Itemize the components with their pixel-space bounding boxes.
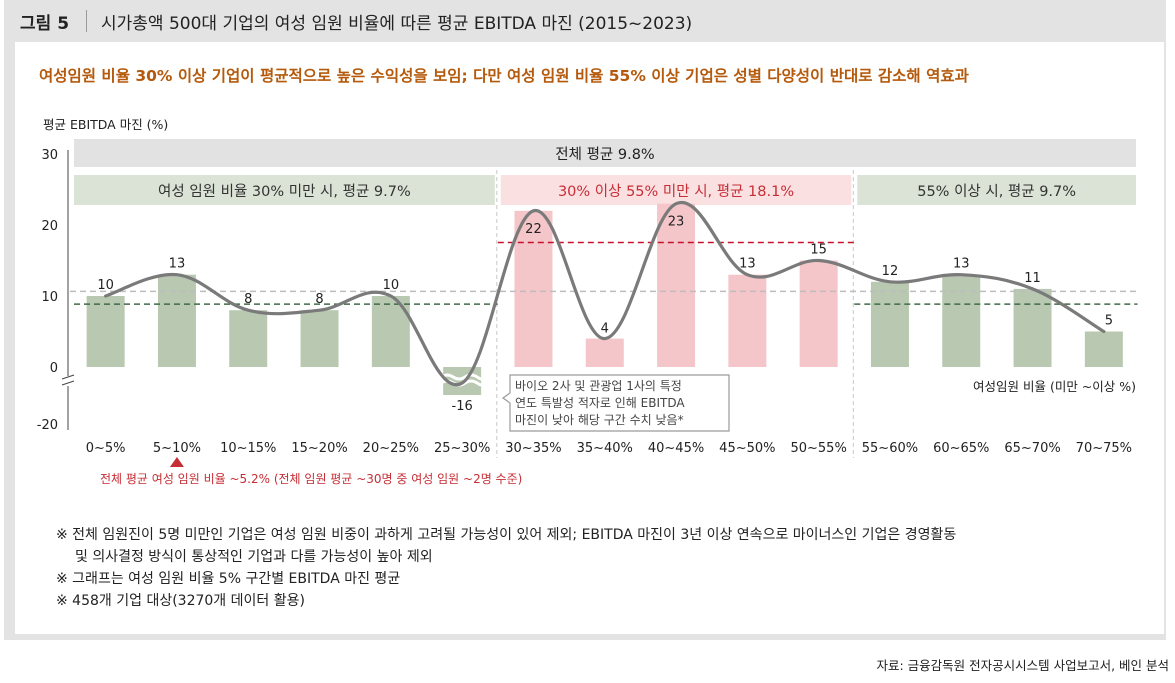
figure-label: 그림 5: [20, 13, 70, 34]
value-label: 8: [315, 292, 323, 307]
average-ratio-note: 전체 평균 여성 임원 비율 ~5.2% (전체 임원 평균 ~30명 중 여성…: [100, 472, 522, 486]
overall-average-band: [74, 139, 1136, 167]
x-tick-label: 60~65%: [933, 441, 989, 456]
x-tick-label: 0~5%: [86, 441, 126, 456]
group-label-2: 55% 이상 시, 평균 9.7%: [917, 183, 1076, 200]
bar: [799, 260, 838, 367]
annotation-text-line: 바이오 2사 및 관광업 1사의 특정: [515, 379, 682, 393]
bar: [300, 310, 339, 367]
note-2: ※ 그래프는 여성 임원 비율 5% 구간별 EBITDA 마진 평균: [56, 571, 401, 587]
value-label: 13: [739, 257, 756, 272]
figure-header: 그림 5 시가총액 500대 기업의 여성 임원 비율에 따른 평균 EBITD…: [4, 0, 1166, 42]
value-label: 13: [953, 257, 970, 272]
value-label: 23: [668, 215, 685, 230]
bar: [942, 274, 981, 367]
x-tick-label: 35~40%: [577, 441, 633, 456]
value-label: 10: [383, 278, 400, 293]
note-1: ※ 전체 임원진이 5명 미만인 기업은 여성 임원 비중이 과하게 고려될 가…: [56, 527, 957, 543]
x-tick-label: 55~60%: [862, 441, 918, 456]
y-tick-label: 20: [41, 219, 58, 234]
value-label: 8: [244, 292, 252, 307]
x-tick-label: 50~55%: [790, 441, 846, 456]
bar: [229, 310, 268, 367]
x-tick-label: 70~75%: [1076, 441, 1132, 456]
bar: [157, 274, 196, 367]
x-tick-label: 10~15%: [220, 441, 276, 456]
value-label: 13: [169, 257, 186, 272]
annotation-text-line: 마진이 낮아 해당 구간 수치 낮음*: [515, 413, 684, 427]
value-label: 11: [1024, 271, 1041, 286]
group-band-2: [857, 175, 1136, 205]
group-label-0: 여성 임원 비율 30% 미만 시, 평균 9.7%: [158, 183, 411, 200]
value-label: 4: [601, 322, 609, 337]
note-1-continued: 및 의사결정 방식이 통상적인 기업과 다를 가능성이 높아 제외: [75, 549, 433, 565]
group-band-1: [500, 175, 852, 205]
value-label: -16: [452, 399, 473, 414]
value-label: 15: [810, 243, 827, 258]
value-label: 5: [1105, 314, 1113, 329]
source-note: 자료: 금융감독원 전자공시시스템 사업보고서, 베인 분석: [876, 658, 1169, 673]
x-tick-label: 25~30%: [434, 441, 490, 456]
x-tick-label: 5~10%: [153, 441, 201, 456]
chart-notes: ※ 전체 임원진이 5명 미만인 기업은 여성 임원 비중이 과하게 고려될 가…: [56, 524, 956, 612]
annotation-box: [501, 374, 730, 432]
y-tick-label: 0: [50, 361, 58, 376]
average-ratio-marker: [169, 457, 184, 467]
bar: [585, 338, 624, 367]
chart-subtitle: 여성임원 비율 30% 이상 기업이 평균적으로 높은 수익성을 보임; 다만 …: [39, 67, 969, 85]
value-label: 12: [882, 264, 899, 279]
y-axis-title: 평균 EBITDA 마진 (%): [43, 117, 168, 132]
bar: [514, 210, 553, 367]
bar: [1013, 288, 1052, 367]
group-label-1: 30% 이상 55% 미만 시, 평균 18.1%: [558, 183, 794, 200]
bar: [870, 281, 909, 367]
x-axis-title: 여성임원 비율 (미만 ~이상 %): [973, 379, 1136, 394]
value-label: 22: [525, 222, 542, 237]
x-tick-label: 65~70%: [1004, 441, 1060, 456]
y-tick-label: 10: [41, 290, 58, 305]
bar: [86, 296, 125, 367]
figure-title: 시가총액 500대 기업의 여성 임원 비율에 따른 평균 EBITDA 마진 …: [101, 13, 693, 34]
note-3: ※ 458개 기업 대상(3270개 데이터 활용): [56, 593, 305, 609]
y-axis-break-mark: [61, 374, 75, 386]
annotation-text-line: 연도 특발성 적자로 인해 EBITDA: [515, 396, 685, 410]
bar: [728, 274, 767, 367]
bar: [657, 203, 696, 367]
y-tick-label: -20: [37, 418, 58, 433]
x-tick-label: 30~35%: [505, 441, 561, 456]
bar: [1084, 331, 1123, 367]
x-tick-label: 40~45%: [648, 441, 704, 456]
y-tick-label: 30: [41, 148, 58, 163]
value-label: 10: [97, 278, 114, 293]
x-tick-label: 20~25%: [363, 441, 419, 456]
group-band-0: [74, 175, 495, 205]
trend-line: [104, 200, 1106, 387]
x-tick-label: 15~20%: [291, 441, 347, 456]
x-tick-label: 45~50%: [719, 441, 775, 456]
overall-average-label: 전체 평균 9.8%: [555, 146, 654, 163]
header-divider: [86, 10, 87, 32]
